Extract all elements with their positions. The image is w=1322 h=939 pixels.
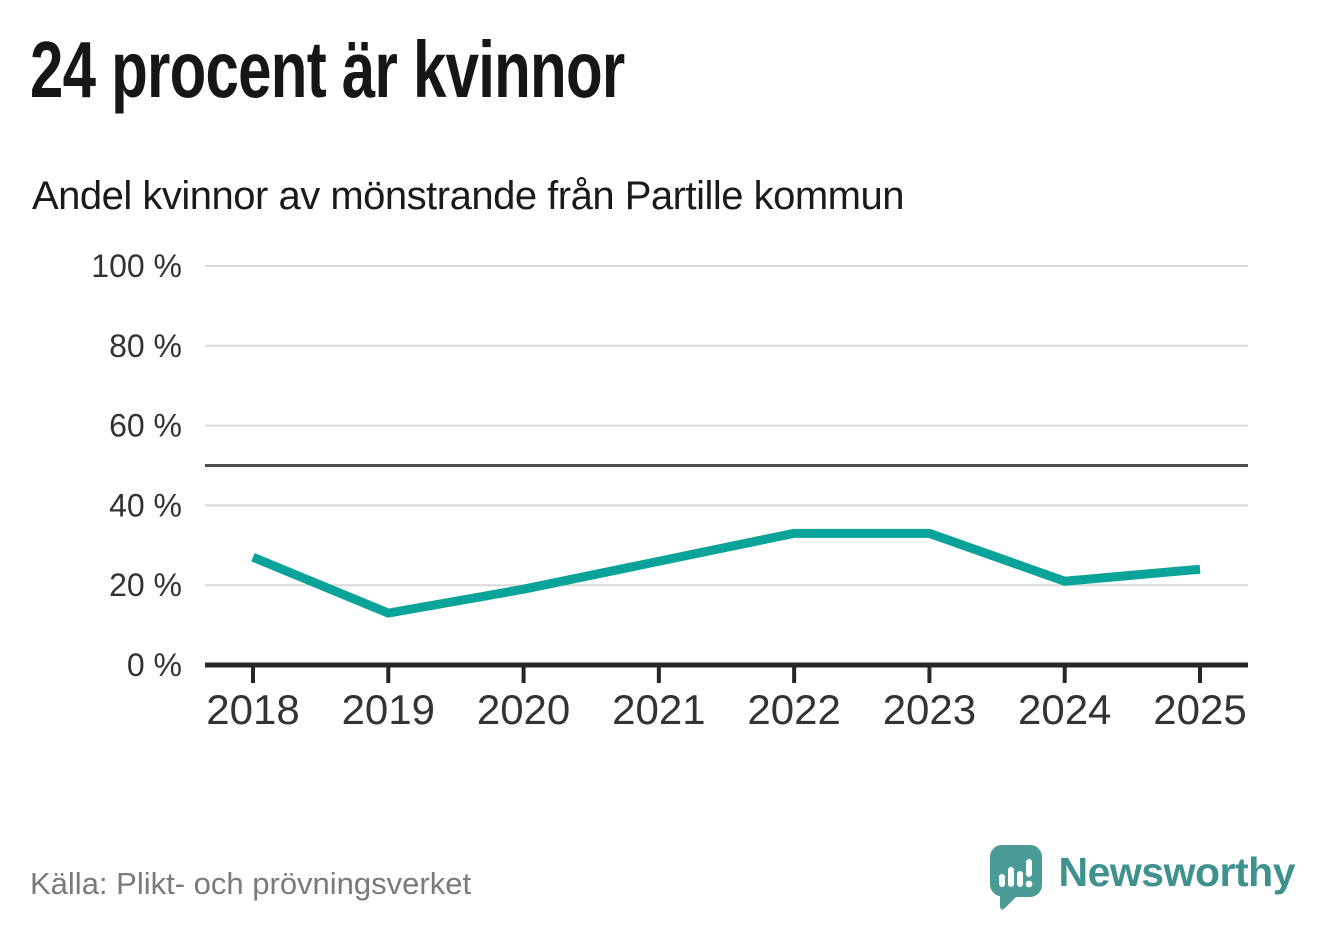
exclamation-stem — [1025, 859, 1032, 877]
speech-bubble-shape — [989, 845, 1042, 910]
y-tick-label: 80 % — [109, 328, 182, 364]
x-tick-label: 2022 — [747, 686, 840, 733]
bar-small — [998, 874, 1005, 887]
brand-lockup: Newsworthy — [989, 845, 1296, 911]
x-tick-label: 2018 — [206, 686, 299, 733]
bar-medium — [1016, 871, 1023, 887]
x-tick-label: 2024 — [1018, 686, 1111, 733]
y-tick-label: 40 % — [109, 487, 182, 523]
newsworthy-speech-bubble-bar-chart-icon — [989, 845, 1042, 910]
x-tick-label: 2025 — [1153, 686, 1246, 733]
y-tick-label: 60 % — [109, 408, 182, 444]
data-line-andel-kvinnor — [251, 528, 1201, 618]
exclamation-dot — [1025, 880, 1032, 888]
brand-name: Newsworthy — [1058, 849, 1296, 895]
x-tick-label: 2023 — [883, 686, 976, 733]
y-tick-label: 100 % — [91, 248, 182, 284]
source-caption: Källa: Plikt- och prövningsverket — [30, 866, 472, 901]
chart-headline: 24 procent är kvinnor — [30, 25, 625, 114]
y-tick-label: 20 % — [109, 567, 182, 603]
x-tick-label: 2019 — [342, 686, 435, 733]
bar-tall — [1007, 867, 1014, 887]
x-tick-label: 2020 — [477, 686, 570, 733]
x-tick-label: 2021 — [612, 686, 705, 733]
y-tick-label: 0 % — [127, 647, 182, 683]
chart-subtitle: Andel kvinnor av mönstrande från Partill… — [32, 174, 904, 218]
